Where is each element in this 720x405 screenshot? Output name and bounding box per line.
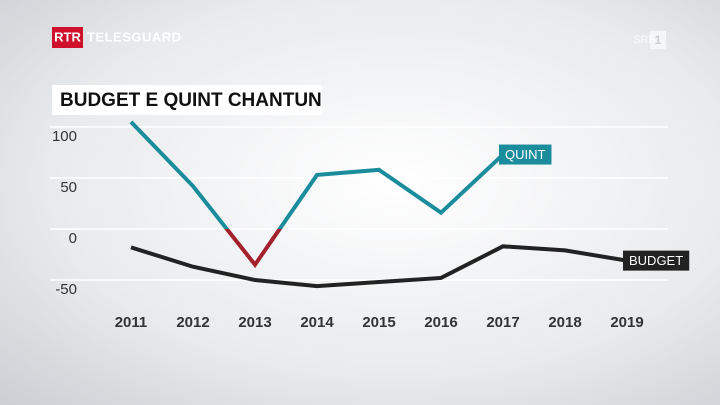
series-label: BUDGET [629,253,683,268]
x-tick-label: 2018 [548,314,581,331]
series-label-box [623,250,690,271]
series-line [130,244,628,289]
y-tick-label: 100 [52,128,77,145]
x-tick-label: 2019 [610,314,643,331]
y-tick-label: 50 [60,179,77,196]
series-line [129,120,505,269]
logo-box [52,27,83,48]
series-label: QUINT [505,147,546,162]
x-tick-label: 2012 [176,314,209,331]
y-tick-label: -50 [55,281,77,298]
title-box [52,85,322,115]
x-tick-label: 2011 [115,314,148,331]
chart-title: BUDGET E QUINT CHANTUN [60,90,322,111]
y-tick-label: 0 [69,230,77,247]
logo-program: TELESGUARD [87,29,182,44]
x-tick-label: 2013 [238,314,271,331]
channel-box [650,31,666,49]
series-label-box [499,144,552,165]
x-tick-label: 2016 [424,314,457,331]
channel-number: 1 [655,33,662,47]
x-tick-label: 2015 [362,314,395,331]
channel-name: SRF [633,34,655,46]
logo-brand: RTR [54,29,81,44]
x-tick-label: 2017 [486,314,519,331]
x-tick-label: 2014 [300,314,334,331]
